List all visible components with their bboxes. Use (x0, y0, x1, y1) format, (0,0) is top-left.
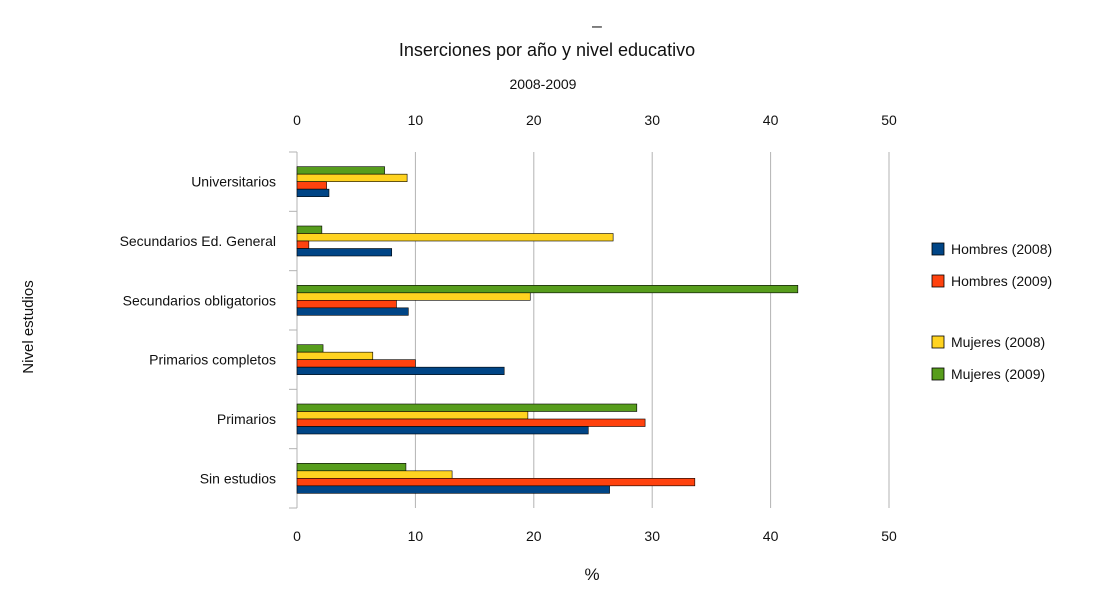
legend-swatch (931, 367, 945, 381)
legend-swatch (931, 274, 945, 288)
x-tick-label-bottom: 30 (644, 528, 660, 544)
bar-hombres-2008 (296, 485, 610, 494)
x-tick-label-top: 10 (408, 112, 424, 128)
bar-hombres-2008 (296, 307, 409, 316)
x-tick-label-top: 40 (763, 112, 779, 128)
x-tick-label-top: 50 (881, 112, 897, 128)
chart-title-mark: _ (591, 9, 602, 28)
category-label: Sin estudios (200, 470, 276, 486)
bar-mujeres-2008 (296, 470, 453, 479)
bar-hombres-2008 (296, 188, 330, 197)
bar-mujeres-2009 (296, 403, 638, 412)
legend: Hombres (2008) Hombres (2009) Mujeres (200… (931, 241, 1052, 382)
legend-label: Hombres (2009) (951, 273, 1052, 289)
category-label: Secundarios Ed. General (120, 233, 276, 249)
plot-area: 0 0 10 10 20 20 30 30 40 40 50 50 Universitarios Secu… (120, 112, 897, 544)
legend-label: Mujeres (2009) (951, 366, 1045, 382)
x-axis-label: % (584, 565, 599, 584)
bar-hombres-2009 (296, 359, 416, 368)
y-axis-label: Nivel estudios (20, 280, 37, 373)
x-tick-label-bottom: 0 (293, 528, 301, 544)
category-label: Universitarios (191, 174, 276, 190)
chart-subtitle: 2008-2009 (510, 76, 577, 92)
bar-hombres-2008 (296, 248, 393, 257)
bar-mujeres-2009 (296, 225, 323, 234)
bar-hombres-2009 (296, 478, 696, 487)
bar-mujeres-2009 (296, 166, 385, 175)
bar-mujeres-2008 (296, 351, 374, 360)
x-tick-label-bottom: 40 (763, 528, 779, 544)
bar-hombres-2009 (296, 181, 327, 190)
x-tick-label-bottom: 20 (526, 528, 542, 544)
bar-mujeres-2008 (296, 233, 614, 242)
bar-hombres-2009 (296, 300, 397, 309)
chart-title: Inserciones por año y nivel educativo (399, 40, 695, 60)
plot-background (297, 152, 889, 508)
x-tick-label-top: 0 (293, 112, 301, 128)
category-label: Secundarios obligatorios (123, 292, 276, 308)
bar-mujeres-2008 (296, 411, 529, 420)
legend-swatch (931, 335, 945, 349)
bar-mujeres-2009 (296, 463, 407, 472)
x-tick-label-top: 20 (526, 112, 542, 128)
x-tick-label-top: 30 (644, 112, 660, 128)
legend-label: Hombres (2008) (951, 241, 1052, 257)
bar-hombres-2008 (296, 366, 505, 375)
bar-mujeres-2009 (296, 344, 324, 353)
bar-mujeres-2009 (296, 285, 799, 294)
legend-swatch (931, 242, 945, 256)
bar-mujeres-2008 (296, 173, 408, 182)
x-tick-label-bottom: 50 (881, 528, 897, 544)
category-label: Primarios completos (149, 352, 276, 368)
bar-mujeres-2008 (296, 292, 531, 301)
legend-label: Mujeres (2008) (951, 334, 1045, 350)
category-label: Primarios (217, 411, 276, 427)
x-tick-label-bottom: 10 (408, 528, 424, 544)
bar-hombres-2008 (296, 426, 589, 435)
bar-hombres-2009 (296, 240, 310, 249)
bar-hombres-2009 (296, 418, 646, 427)
